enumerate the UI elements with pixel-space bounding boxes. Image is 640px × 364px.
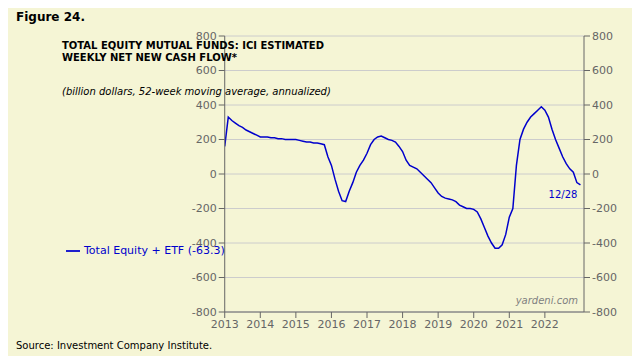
svg-text:12/28: 12/28 <box>549 189 578 200</box>
svg-text:2013: 2013 <box>211 318 239 331</box>
svg-text:2020: 2020 <box>460 318 488 331</box>
svg-text:-800: -800 <box>592 306 617 319</box>
svg-text:200: 200 <box>196 133 217 146</box>
svg-text:-400: -400 <box>592 237 617 250</box>
svg-text:400: 400 <box>592 99 613 112</box>
svg-text:2018: 2018 <box>389 318 417 331</box>
svg-text:0: 0 <box>592 168 599 181</box>
svg-text:-200: -200 <box>192 202 217 215</box>
svg-text:400: 400 <box>196 99 217 112</box>
svg-text:600: 600 <box>592 64 613 77</box>
svg-text:2019: 2019 <box>424 318 452 331</box>
svg-text:-800: -800 <box>192 306 217 319</box>
svg-text:2021: 2021 <box>495 318 523 331</box>
svg-text:-400: -400 <box>192 237 217 250</box>
svg-text:-600: -600 <box>592 271 617 284</box>
svg-text:-600: -600 <box>192 271 217 284</box>
svg-text:2016: 2016 <box>317 318 345 331</box>
svg-text:2022: 2022 <box>531 318 559 331</box>
svg-text:-200: -200 <box>592 202 617 215</box>
svg-text:0: 0 <box>210 168 217 181</box>
svg-text:800: 800 <box>592 30 613 43</box>
svg-text:600: 600 <box>196 64 217 77</box>
svg-text:800: 800 <box>196 30 217 43</box>
svg-text:200: 200 <box>592 133 613 146</box>
svg-text:2017: 2017 <box>353 318 381 331</box>
svg-text:2014: 2014 <box>246 318 274 331</box>
svg-text:2015: 2015 <box>282 318 310 331</box>
